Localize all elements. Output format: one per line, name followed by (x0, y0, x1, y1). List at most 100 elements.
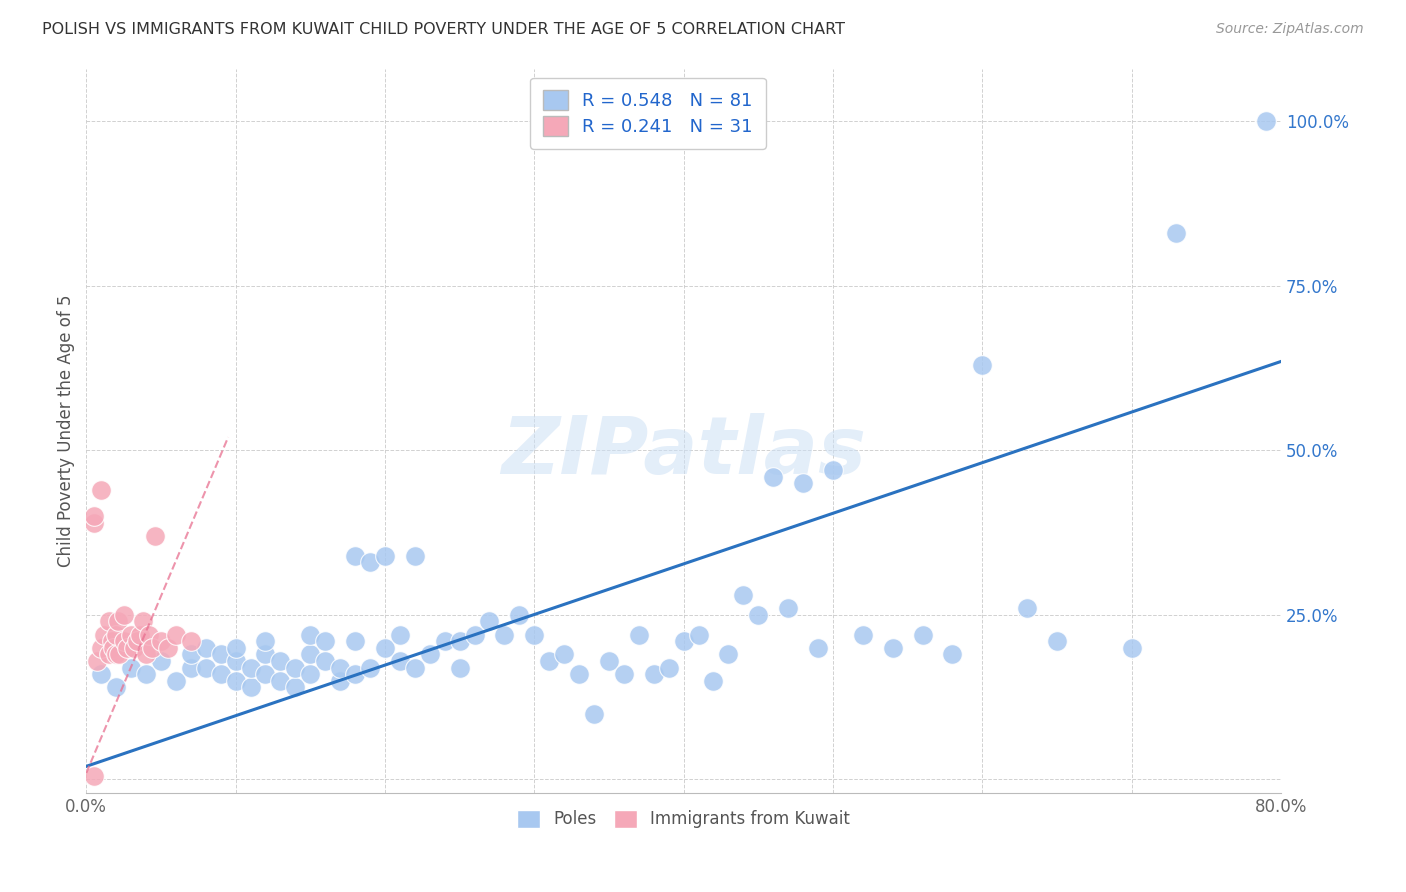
Point (314, 634, 336, 648)
Point (344, 634, 367, 648)
Y-axis label: Child Poverty Under the Age of 5: Child Poverty Under the Age of 5 (58, 294, 75, 566)
Point (269, 654, 291, 668)
Point (209, 667, 232, 681)
Point (254, 667, 277, 681)
Point (807, 640, 830, 655)
Point (792, 476, 814, 491)
Point (972, 358, 994, 372)
Point (90, 667, 112, 681)
Point (83, 769, 105, 783)
Point (329, 673, 352, 688)
Point (1121, 640, 1143, 655)
Point (86, 654, 108, 668)
Point (138, 628, 160, 642)
Point (464, 628, 486, 642)
Point (97, 648, 120, 662)
Point (180, 660, 202, 674)
Point (120, 660, 142, 674)
Point (299, 667, 322, 681)
Point (1254, 114, 1277, 128)
Point (702, 673, 724, 688)
Point (821, 463, 844, 477)
Point (105, 648, 128, 662)
Point (538, 654, 561, 668)
Point (165, 628, 187, 642)
Point (359, 660, 381, 674)
Point (582, 706, 605, 721)
Point (388, 628, 411, 642)
Point (404, 660, 426, 674)
Point (388, 654, 411, 668)
Point (269, 673, 291, 688)
Point (194, 660, 217, 674)
Text: Source: ZipAtlas.com: Source: ZipAtlas.com (1216, 22, 1364, 37)
Point (141, 640, 163, 655)
Point (165, 673, 187, 688)
Point (101, 640, 124, 655)
Point (135, 648, 157, 662)
Point (115, 640, 138, 655)
Point (129, 628, 152, 642)
Point (93, 628, 115, 642)
Point (747, 607, 769, 622)
Point (762, 469, 785, 483)
Point (225, 673, 247, 688)
Point (143, 529, 166, 543)
Point (284, 660, 307, 674)
Point (83, 509, 105, 524)
Legend: Poles, Immigrants from Kuwait: Poles, Immigrants from Kuwait (510, 803, 856, 835)
Point (83, 516, 105, 530)
Point (105, 681, 128, 695)
Point (90, 640, 112, 655)
Point (149, 654, 172, 668)
Point (344, 667, 367, 681)
Point (733, 588, 755, 602)
Point (108, 648, 131, 662)
Point (97, 615, 120, 629)
Point (598, 654, 620, 668)
Point (941, 648, 963, 662)
Point (120, 628, 142, 642)
Point (100, 634, 122, 648)
Text: ZIPatlas: ZIPatlas (501, 413, 866, 491)
Point (329, 660, 352, 674)
Point (135, 667, 157, 681)
Point (911, 628, 934, 642)
Point (239, 660, 262, 674)
Point (132, 615, 155, 629)
Point (105, 628, 128, 642)
Point (419, 648, 441, 662)
Point (254, 634, 277, 648)
Point (157, 640, 180, 655)
Point (112, 607, 135, 622)
Point (613, 667, 636, 681)
Point (180, 634, 202, 648)
Point (299, 628, 322, 642)
Point (209, 648, 232, 662)
Text: POLISH VS IMMIGRANTS FROM KUWAIT CHILD POVERTY UNDER THE AGE OF 5 CORRELATION CH: POLISH VS IMMIGRANTS FROM KUWAIT CHILD P… (42, 22, 845, 37)
Point (882, 640, 904, 655)
Point (194, 640, 217, 655)
Point (344, 549, 367, 563)
Point (449, 634, 471, 648)
Point (523, 628, 546, 642)
Point (404, 549, 426, 563)
Point (149, 634, 172, 648)
Point (90, 483, 112, 497)
Point (314, 654, 336, 668)
Point (374, 640, 396, 655)
Point (478, 615, 501, 629)
Point (449, 660, 471, 674)
Point (254, 648, 277, 662)
Point (672, 634, 695, 648)
Point (125, 634, 148, 648)
Point (688, 628, 710, 642)
Point (374, 549, 396, 563)
Point (433, 634, 456, 648)
Point (553, 648, 575, 662)
Point (225, 654, 247, 668)
Point (852, 628, 875, 642)
Point (180, 648, 202, 662)
Point (627, 628, 650, 642)
Point (122, 640, 145, 655)
